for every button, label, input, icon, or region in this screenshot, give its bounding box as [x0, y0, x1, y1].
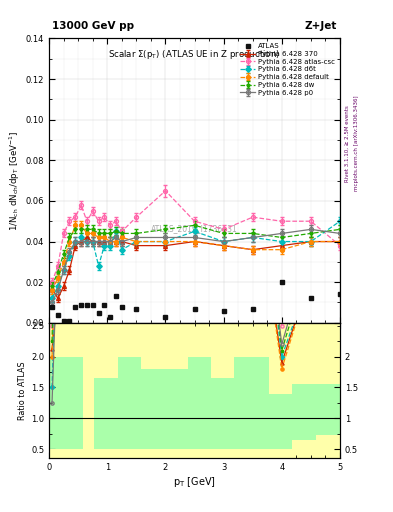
- Bar: [60, 323, 83, 357]
- Bar: [211, 449, 234, 458]
- Bar: [211, 323, 234, 378]
- ATLAS: [338, 291, 342, 297]
- Line: ATLAS: ATLAS: [50, 280, 342, 323]
- Bar: [269, 323, 292, 394]
- Bar: [269, 449, 292, 458]
- ATLAS: [67, 318, 72, 324]
- Bar: [187, 449, 211, 458]
- ATLAS: [114, 293, 118, 300]
- Bar: [94, 449, 118, 458]
- ATLAS: [119, 304, 124, 310]
- ATLAS: [221, 308, 226, 314]
- Legend: ATLAS, Pythia 6.428 370, Pythia 6.428 atlas-csc, Pythia 6.428 d6t, Pythia 6.428 : ATLAS, Pythia 6.428 370, Pythia 6.428 at…: [239, 42, 336, 97]
- Bar: [49, 323, 60, 357]
- Text: Scalar $\Sigma$(p$_\mathrm{T}$) (ATLAS UE in Z production): Scalar $\Sigma$(p$_\mathrm{T}$) (ATLAS U…: [108, 48, 281, 61]
- Bar: [316, 436, 340, 449]
- Text: ATLAS_2019_I1736531: ATLAS_2019_I1736531: [151, 224, 238, 233]
- Bar: [49, 449, 60, 458]
- ATLAS: [90, 302, 95, 308]
- ATLAS: [96, 310, 101, 316]
- Text: 13000 GeV pp: 13000 GeV pp: [52, 22, 134, 31]
- Text: Rivet 3.1.10, ≥ 2.5M events: Rivet 3.1.10, ≥ 2.5M events: [345, 105, 350, 182]
- ATLAS: [279, 279, 284, 285]
- Bar: [118, 323, 141, 357]
- Bar: [49, 323, 340, 458]
- Bar: [49, 357, 340, 449]
- Bar: [141, 323, 187, 369]
- Bar: [234, 449, 269, 458]
- Bar: [292, 440, 316, 449]
- Text: Z+Jet: Z+Jet: [305, 22, 337, 31]
- ATLAS: [309, 295, 313, 302]
- ATLAS: [84, 302, 89, 308]
- Bar: [118, 449, 141, 458]
- ATLAS: [61, 318, 66, 324]
- Y-axis label: Ratio to ATLAS: Ratio to ATLAS: [18, 361, 27, 420]
- Bar: [60, 449, 83, 458]
- X-axis label: p$_\mathrm{T}$ [GeV]: p$_\mathrm{T}$ [GeV]: [173, 475, 216, 489]
- ATLAS: [50, 304, 54, 310]
- ATLAS: [134, 306, 139, 312]
- ATLAS: [73, 304, 78, 310]
- Text: mcplots.cern.ch [arXiv:1306.3436]: mcplots.cern.ch [arXiv:1306.3436]: [354, 96, 359, 191]
- ATLAS: [79, 302, 83, 308]
- ATLAS: [163, 314, 168, 320]
- Bar: [94, 323, 118, 378]
- ATLAS: [250, 306, 255, 312]
- Bar: [316, 323, 340, 385]
- Bar: [83, 323, 94, 458]
- ATLAS: [55, 312, 60, 318]
- Bar: [141, 449, 187, 458]
- Bar: [292, 323, 316, 385]
- ATLAS: [102, 302, 107, 308]
- ATLAS: [192, 306, 197, 312]
- Y-axis label: 1/N$_\mathrm{ch}$ dN$_\mathrm{ch}$/dp$_\mathrm{T}$ [GeV$^{-1}$]: 1/N$_\mathrm{ch}$ dN$_\mathrm{ch}$/dp$_\…: [7, 131, 22, 231]
- ATLAS: [108, 314, 112, 320]
